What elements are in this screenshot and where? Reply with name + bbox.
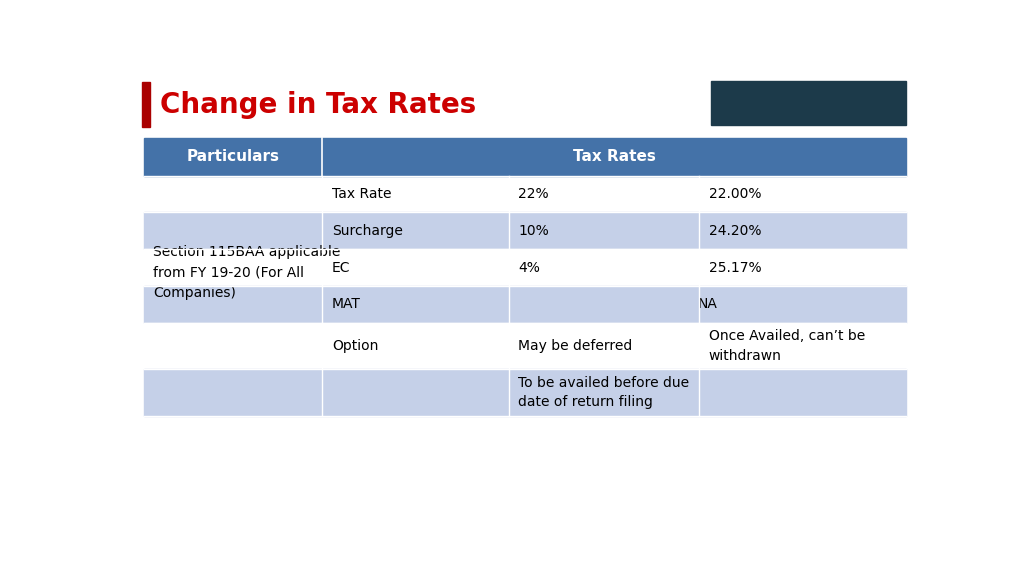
Text: CONNECT: CONNECT	[781, 91, 907, 115]
Text: Surcharge: Surcharge	[332, 224, 402, 238]
Text: 24.20%: 24.20%	[709, 224, 762, 238]
Text: 4%: 4%	[518, 260, 541, 275]
Bar	[143, 286, 906, 323]
Text: To be availed before due
date of return filing: To be availed before due date of return …	[518, 376, 689, 410]
Text: Tax Rate: Tax Rate	[332, 187, 391, 201]
Text: 25.17%: 25.17%	[709, 260, 762, 275]
Text: 22%: 22%	[518, 187, 549, 201]
Bar	[142, 82, 151, 127]
Bar	[143, 323, 906, 369]
Text: Particulars: Particulars	[186, 149, 280, 164]
Text: EC: EC	[332, 260, 350, 275]
Bar	[143, 213, 906, 249]
Text: May be deferred: May be deferred	[518, 339, 633, 353]
Bar	[143, 369, 906, 416]
Bar	[143, 138, 906, 176]
Bar	[143, 176, 906, 213]
Text: Option: Option	[332, 339, 378, 353]
Text: Tax Rates: Tax Rates	[572, 149, 655, 164]
Text: NA: NA	[697, 297, 717, 312]
Text: TA: TA	[721, 91, 754, 115]
Text: Section 115BAA applicable
from FY 19-20 (For All
Companies): Section 115BAA applicable from FY 19-20 …	[154, 245, 341, 300]
Text: 22.00%: 22.00%	[709, 187, 762, 201]
Text: Change in Tax Rates: Change in Tax Rates	[160, 90, 476, 119]
Text: Once Availed, can’t be
withdrawn: Once Availed, can’t be withdrawn	[709, 329, 865, 363]
Text: MAT: MAT	[332, 297, 360, 312]
Bar	[143, 249, 906, 286]
Text: ✗: ✗	[761, 91, 781, 115]
Bar	[712, 81, 906, 124]
Text: 10%: 10%	[518, 224, 549, 238]
